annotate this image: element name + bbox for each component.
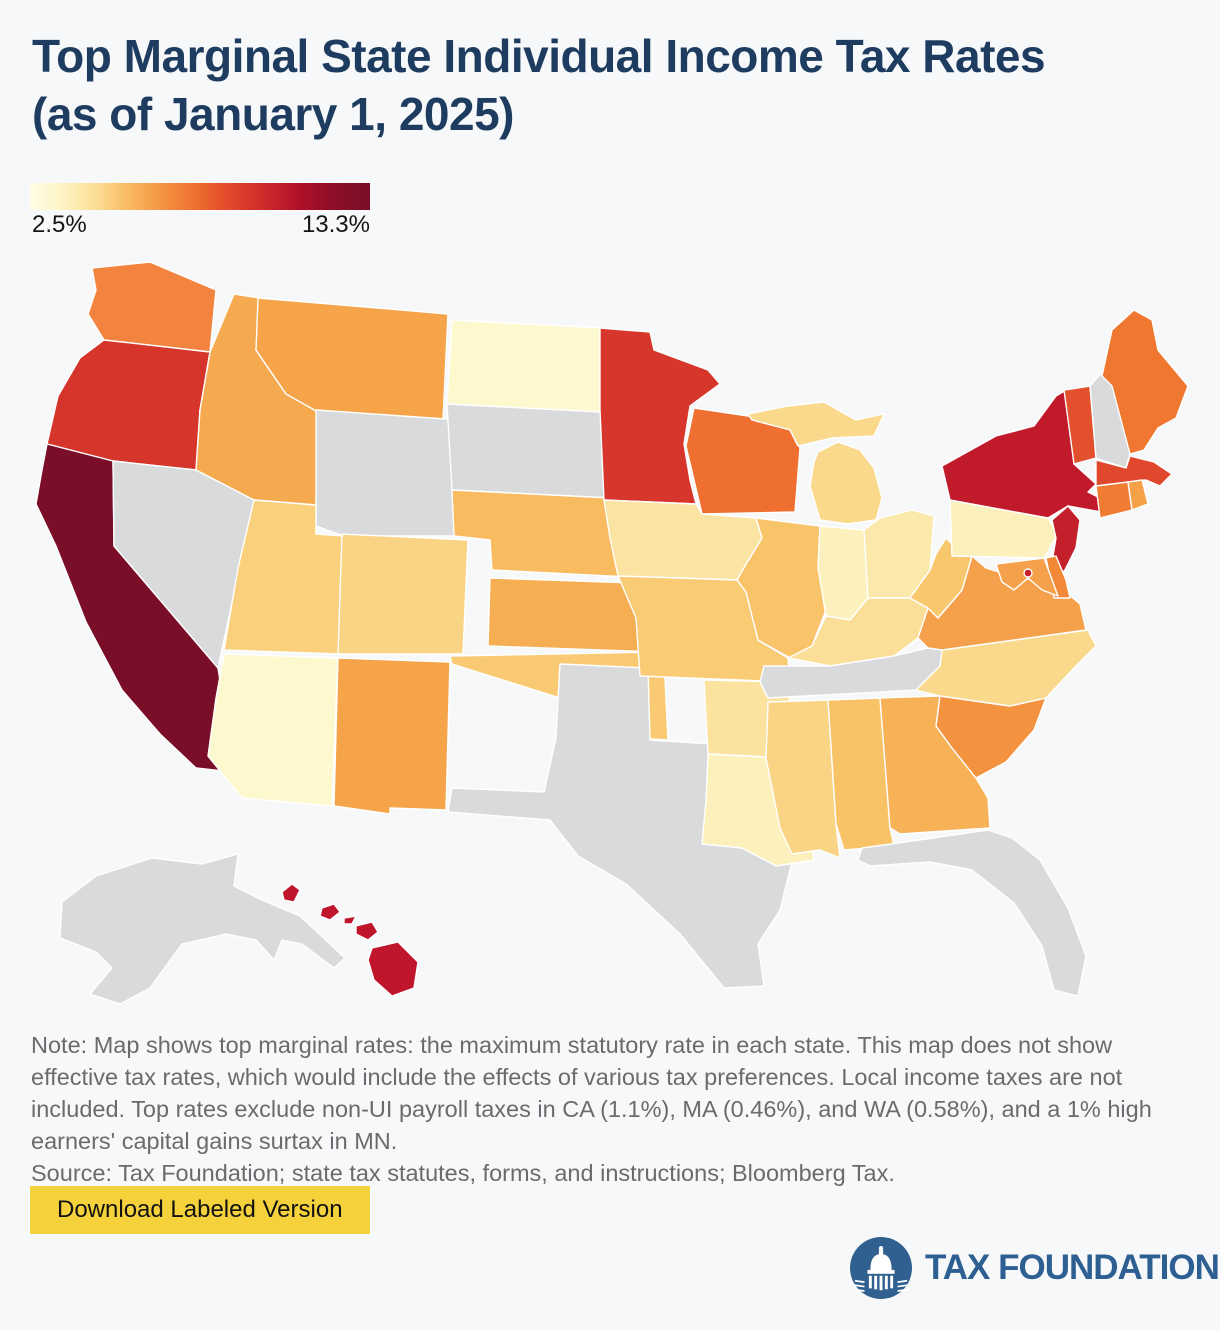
state-wyoming[interactable]	[315, 409, 461, 537]
state-indiana[interactable]	[817, 525, 869, 621]
state-colorado[interactable]	[337, 533, 469, 655]
state-michigan[interactable]	[747, 401, 885, 525]
state-minnesota[interactable]	[599, 327, 721, 505]
us-choropleth-map	[35, 261, 1189, 1005]
color-gradient-bar	[30, 183, 370, 210]
state-washington[interactable]	[87, 261, 217, 353]
state-new-jersey[interactable]	[1051, 505, 1081, 573]
state-hawaii[interactable]	[281, 883, 419, 997]
download-labeled-version-button[interactable]: Download Labeled Version	[30, 1186, 370, 1234]
footnotes: Note: Map shows top marginal rates: the …	[31, 1030, 1183, 1190]
states-layer	[35, 261, 1189, 1005]
state-rhode-island[interactable]	[1127, 479, 1149, 511]
logo-wordmark: TAX FOUNDATION	[925, 1248, 1220, 1287]
page-title: Top Marginal State Individual Income Tax…	[32, 30, 1046, 140]
state-district-of-columbia[interactable]	[1023, 568, 1033, 578]
legend-min-label: 2.5%	[32, 211, 87, 238]
state-alaska[interactable]	[59, 853, 346, 1005]
capitol-dome-icon	[850, 1237, 912, 1299]
state-new-mexico[interactable]	[333, 657, 451, 815]
state-maine[interactable]	[1101, 309, 1189, 455]
source-text: Source: Tax Foundation; state tax statut…	[31, 1159, 895, 1186]
state-north-carolina[interactable]	[915, 629, 1097, 707]
state-connecticut[interactable]	[1095, 481, 1133, 519]
legend-max-label: 13.3%	[301, 211, 370, 238]
state-new-york[interactable]	[941, 389, 1117, 519]
tax-foundation-logo: TAX FOUNDATION	[850, 1237, 1220, 1299]
state-arizona[interactable]	[207, 653, 339, 807]
state-north-dakota[interactable]	[446, 319, 605, 413]
state-florida[interactable]	[857, 829, 1087, 997]
note-text: Note: Map shows top marginal rates: the …	[31, 1032, 1152, 1154]
state-south-dakota[interactable]	[446, 403, 611, 499]
